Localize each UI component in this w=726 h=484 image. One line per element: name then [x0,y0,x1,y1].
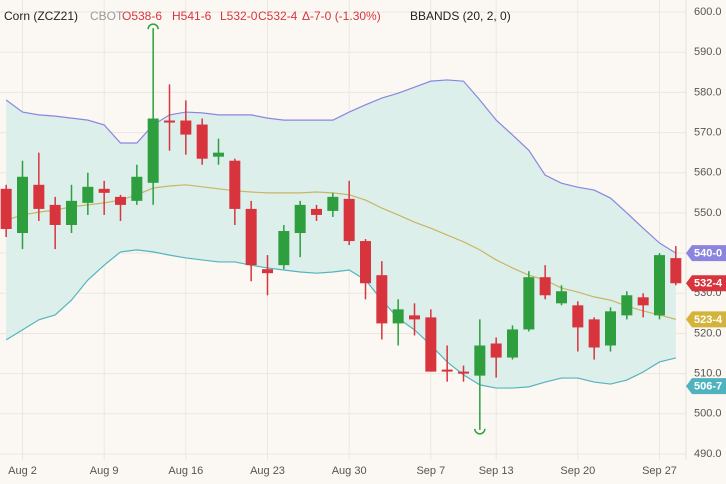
price-badge [686,311,726,328]
y-tick-label: 550.0 [694,207,722,219]
candle-body [392,309,404,324]
candle-body [229,160,241,209]
candle-body [474,345,486,376]
band-line [5,79,677,254]
candle-body [131,176,143,201]
ohlc-label: C532-4 [258,9,298,23]
candle-body [245,208,257,266]
candle-body [180,120,192,135]
candle-body [213,152,224,157]
candle-body [621,295,633,316]
ohlc-label: H541-6 [172,9,212,23]
candle-body [49,204,61,225]
candle-body [490,343,502,358]
y-tick-label: 590.0 [694,46,722,58]
candle-body [605,311,616,346]
chart-title: Corn (ZCZ21) [4,9,78,23]
band-line [5,249,676,389]
price-badge-label: 532-4 [694,278,723,290]
candle-body [327,196,339,211]
candle-body [670,258,682,284]
candle-body [409,315,420,320]
candle-body [588,319,600,348]
ohlc-label: L532-0 [220,9,258,23]
price-badge-label: 540-0 [694,248,722,260]
x-tick-label: Sep 13 [479,465,514,477]
price-badge-label: 506-7 [694,381,722,393]
candle-body [458,371,469,374]
candle-body [507,329,518,358]
candle-body [539,277,551,296]
candle-body [360,241,371,284]
exchange: CBOT [90,9,124,23]
y-tick-label: 600.0 [694,6,722,18]
candle-body [164,120,175,123]
y-tick-label: 570.0 [694,126,722,138]
x-tick-label: Aug 2 [8,465,37,477]
y-tick-label: 560.0 [694,167,722,179]
candle-body [262,269,273,274]
ohlc-label: O538-6 [122,9,162,23]
x-tick-label: Sep 7 [416,465,445,477]
price-badge [686,275,726,292]
candle-body [654,255,665,316]
price-badge [686,378,726,395]
candle-body [98,188,110,193]
x-tick-label: Aug 23 [250,465,285,477]
candle-body [311,208,322,215]
y-tick-label: 520.0 [694,327,722,339]
candle-body [147,118,159,183]
candle-body [115,196,126,205]
candle-body [425,317,437,372]
candle-body [572,305,584,328]
y-tick-label: 490.0 [694,448,722,460]
candle-body [82,186,94,203]
high-marker [147,23,159,30]
candle-body [376,275,388,324]
candle-body [637,297,649,306]
indicator-label: BBANDS (20, 2, 0) [410,9,511,23]
price-badge [686,245,726,262]
x-tick-label: Aug 9 [90,465,119,477]
candle-body [294,204,306,234]
plot [0,23,682,435]
candle-body [441,369,453,372]
x-tick-label: Aug 30 [332,465,367,477]
change-label: Δ-7-0 (-1.30%) [302,9,381,23]
candle-body [556,291,567,304]
candle-body [196,124,208,159]
band-fill [6,79,676,389]
x-tick-label: Sep 20 [560,465,595,477]
candle-body [33,184,45,209]
y-tick-label: 500.0 [694,408,722,420]
candle-body [66,200,77,225]
y-tick-label: 580.0 [694,86,722,98]
low-marker [474,428,486,435]
candle-body [523,277,535,330]
candle-body [343,198,355,242]
x-tick-label: Aug 16 [168,465,203,477]
x-tick-label: Sep 27 [642,465,677,477]
candle-body [0,188,12,229]
price-badge-label: 523-4 [694,314,723,326]
candle-body [278,231,290,266]
candle-body [17,176,28,234]
y-tick-label: 510.0 [694,368,722,380]
